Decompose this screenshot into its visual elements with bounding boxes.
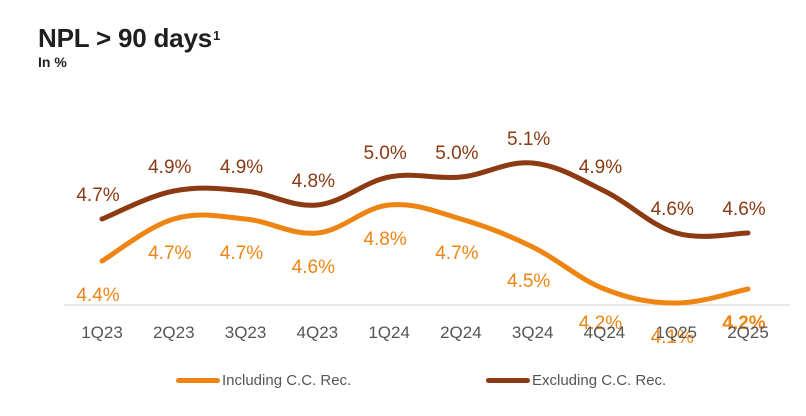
x-tick-4q23: 4Q23	[297, 323, 339, 342]
chart-title-text: NPL > 90 days	[38, 23, 212, 53]
chart-subtitle: In %	[38, 54, 67, 70]
data-label-including-1q25: 4.1%	[651, 327, 694, 348]
data-label-excluding-4q24: 4.9%	[579, 157, 622, 178]
data-labels: 4.4% 4.7% 4.7% 4.6% 4.8% 4.7% 4.5% 4.2% 4.1% 4.2%…	[76, 129, 765, 348]
x-tick-3q23: 3Q23	[225, 323, 267, 342]
data-label-excluding-3q23: 4.9%	[220, 157, 263, 178]
chart-title: NPL > 90 days1	[38, 24, 220, 52]
data-label-excluding-4q23: 4.8%	[292, 171, 335, 192]
data-label-including-1q24: 4.8%	[363, 229, 406, 250]
data-label-including-4q23: 4.6%	[292, 257, 335, 278]
legend-label-excluding: Excluding C.C. Rec.	[532, 372, 667, 389]
data-label-including-3q23: 4.7%	[220, 243, 263, 264]
data-label-excluding-2q23: 4.9%	[148, 157, 191, 178]
data-label-including-1q23: 4.4%	[76, 285, 119, 306]
x-tick-1q23: 1Q23	[81, 323, 123, 342]
legend-swatch-including	[176, 378, 220, 383]
data-label-excluding-2q25: 4.6%	[722, 199, 765, 220]
x-tick-1q25: 1Q25	[655, 323, 697, 342]
data-label-including-2q25: 4.2%	[722, 313, 765, 334]
data-label-excluding-3q24: 5.1%	[507, 129, 550, 150]
series-line-excluding	[99, 160, 751, 239]
legend-label-including: Including C.C. Rec.	[222, 372, 352, 389]
legend-item-excluding: Excluding C.C. Rec.	[486, 372, 666, 389]
data-label-excluding-1q23: 4.7%	[76, 185, 119, 206]
title-block: NPL > 90 days1 In %	[38, 24, 220, 70]
series-line-including	[99, 202, 751, 306]
data-label-excluding-1q24: 5.0%	[363, 143, 406, 164]
data-label-excluding-2q24: 5.0%	[435, 143, 478, 164]
x-tick-2q25: 2Q25	[727, 323, 769, 342]
legend-swatch-excluding	[486, 378, 530, 383]
data-label-including-3q24: 4.5%	[507, 271, 550, 292]
x-tick-4q24: 4Q24	[584, 323, 626, 342]
x-tick-1q24: 1Q24	[368, 323, 410, 342]
legend: Including C.C. Rec. Excluding C.C. Rec.	[0, 372, 806, 392]
series-layer	[99, 160, 751, 306]
x-axis-ticks: 1Q23 2Q23 3Q23 4Q23 1Q24 2Q24 3Q24 4Q24 1Q25 2Q25	[81, 323, 769, 342]
x-tick-3q24: 3Q24	[512, 323, 554, 342]
legend-item-including: Including C.C. Rec.	[176, 372, 351, 389]
x-tick-2q24: 2Q24	[440, 323, 482, 342]
data-label-including-2q24: 4.7%	[435, 243, 478, 264]
data-label-including-4q24: 4.2%	[579, 313, 622, 334]
footnote-mark: 1	[212, 28, 220, 43]
x-tick-2q23: 2Q23	[153, 323, 195, 342]
data-label-including-2q23: 4.7%	[148, 243, 191, 264]
data-label-excluding-1q25: 4.6%	[651, 199, 694, 220]
